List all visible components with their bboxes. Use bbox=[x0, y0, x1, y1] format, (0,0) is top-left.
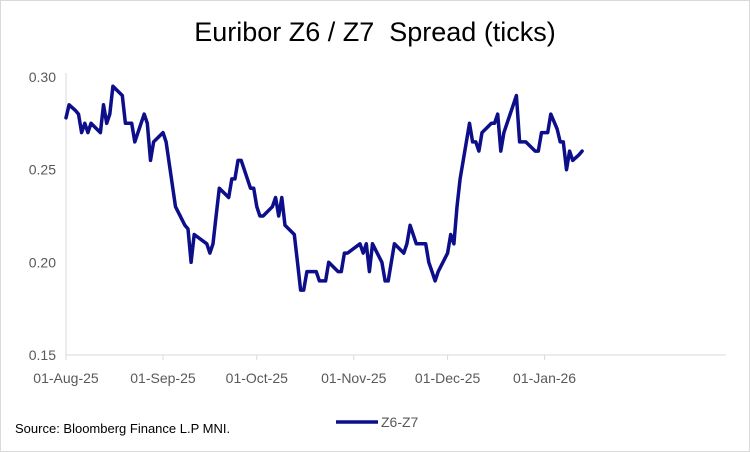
x-tick-label: 01-Nov-25 bbox=[321, 370, 387, 386]
x-axis: 01-Aug-25 01-Sep-25 01-Oct-25 01-Nov-25 01-D… bbox=[33, 354, 726, 386]
x-tick-label: 01-Sep-25 bbox=[130, 370, 196, 386]
y-tick-label: 0.25 bbox=[29, 162, 56, 178]
x-tick-label: 01-Oct-25 bbox=[226, 370, 288, 386]
y-tick-label: 0.20 bbox=[29, 254, 56, 270]
y-axis: 0.30 0.25 0.20 0.15 bbox=[29, 69, 67, 363]
series-layer bbox=[64, 84, 584, 292]
y-tick-label: 0.30 bbox=[29, 69, 56, 85]
y-tick-label: 0.15 bbox=[29, 347, 56, 363]
x-tick-label: 01-Jan-26 bbox=[513, 370, 576, 386]
x-tick-label: 01-Dec-25 bbox=[415, 370, 481, 386]
source-note: Source: Bloomberg Finance L.P MNI. bbox=[15, 421, 231, 436]
series-line-z6-z7 bbox=[64, 84, 584, 292]
legend-label-z6-z7: Z6-Z7 bbox=[381, 414, 419, 430]
chart-title: Euribor Z6 / Z7 Spread (ticks) bbox=[194, 17, 556, 47]
x-tick-label: 01-Aug-25 bbox=[33, 370, 99, 386]
legend: Z6-Z7 bbox=[336, 414, 419, 430]
